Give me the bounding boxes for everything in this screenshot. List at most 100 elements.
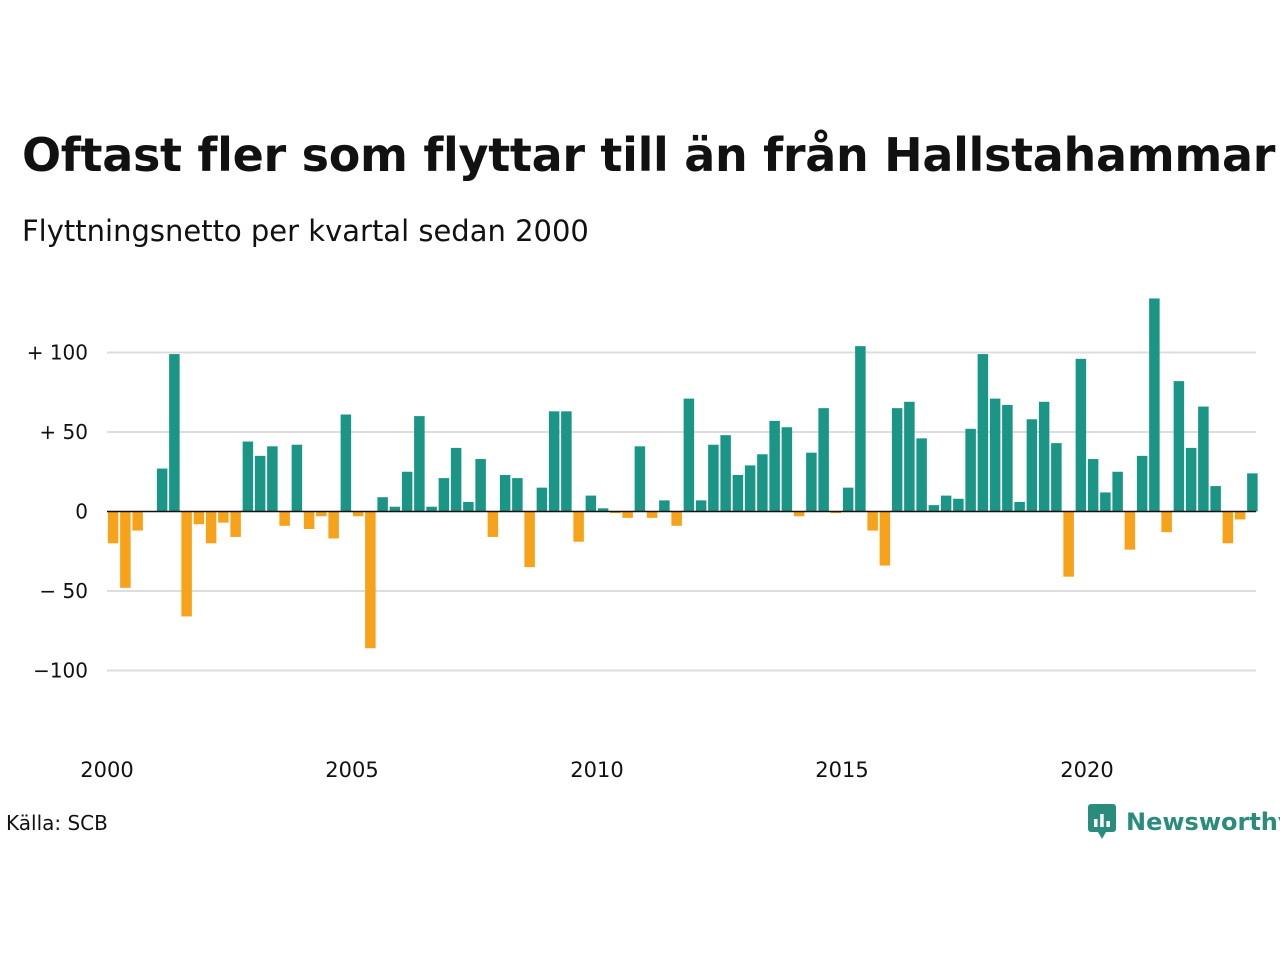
x-tick-label: 2010 xyxy=(570,758,623,782)
bar xyxy=(855,346,866,512)
bar xyxy=(193,511,205,525)
bar xyxy=(1051,443,1062,512)
bar xyxy=(597,508,609,512)
bar xyxy=(1002,404,1013,512)
bar xyxy=(573,511,584,542)
bar xyxy=(512,478,523,512)
bar xyxy=(830,511,842,514)
bar xyxy=(1124,511,1136,550)
bar xyxy=(793,511,805,517)
gridlines xyxy=(107,351,1256,672)
bar xyxy=(585,495,597,512)
bar xyxy=(169,354,180,512)
bar xyxy=(622,511,633,518)
bar xyxy=(1136,455,1148,512)
bar xyxy=(218,511,229,523)
x-tick-label: 2015 xyxy=(815,758,868,782)
bar xyxy=(1161,511,1172,533)
bar xyxy=(634,446,646,512)
y-tick-label: + 50 xyxy=(39,420,88,444)
bar xyxy=(683,398,695,512)
bar xyxy=(781,427,793,512)
bar xyxy=(1075,358,1087,512)
bar xyxy=(744,465,756,512)
chart-subtitle: Flyttningsnetto per kvartal sedan 2000 xyxy=(22,214,589,248)
bar xyxy=(120,511,131,588)
bar xyxy=(156,468,168,512)
bar xyxy=(879,511,891,566)
x-tick-label: 2000 xyxy=(80,758,133,782)
bar xyxy=(205,511,217,544)
bar xyxy=(548,411,560,512)
bar xyxy=(1234,511,1246,520)
source-note: Källa: SCB xyxy=(6,811,108,835)
bar xyxy=(352,511,364,517)
bar xyxy=(230,511,241,537)
y-tick-label: + 100 xyxy=(27,341,88,365)
chart-title: Oftast fler som flyttar till än från Hal… xyxy=(22,128,1276,182)
bar xyxy=(463,501,474,512)
bar xyxy=(401,471,413,512)
bar xyxy=(316,511,327,517)
bar xyxy=(916,438,927,512)
bar xyxy=(1063,511,1074,577)
bar xyxy=(769,420,780,512)
bar xyxy=(340,414,352,512)
newsworthy-logo-text: Newsworthy xyxy=(1126,808,1280,836)
bar xyxy=(891,408,903,512)
bar xyxy=(1112,471,1123,512)
bar xyxy=(867,511,878,531)
newsworthy-logo[interactable]: Newsworthy xyxy=(1088,804,1280,840)
bar xyxy=(940,495,952,512)
bar xyxy=(181,511,192,617)
bar xyxy=(107,511,119,544)
bar xyxy=(1087,459,1099,512)
bar xyxy=(1014,501,1025,512)
bar xyxy=(365,511,376,649)
y-tick-label: 0 xyxy=(75,500,88,524)
bar xyxy=(377,497,388,512)
bar xyxy=(953,498,964,512)
bar xyxy=(426,506,437,512)
bar xyxy=(659,500,670,512)
bar xyxy=(132,511,143,531)
bar xyxy=(291,444,303,512)
bar xyxy=(561,411,572,512)
bar xyxy=(438,478,450,512)
bar xyxy=(524,511,535,568)
bar xyxy=(242,441,254,512)
bar xyxy=(842,487,854,512)
bar-chart: + 100 + 50 0 − 50 −100 2000 2005 2010 2015 2020 xyxy=(27,298,1258,782)
x-tick-label: 2005 xyxy=(325,758,378,782)
bar xyxy=(450,447,462,512)
bar xyxy=(671,511,682,526)
bar xyxy=(254,455,266,512)
bar xyxy=(1149,298,1160,512)
bar xyxy=(1210,486,1221,512)
bar xyxy=(487,511,499,537)
bar xyxy=(904,401,915,512)
bar xyxy=(720,435,731,512)
bar xyxy=(499,474,511,512)
bar xyxy=(818,408,829,512)
bar xyxy=(279,511,290,526)
bar xyxy=(1026,419,1038,512)
bar xyxy=(695,500,707,512)
bar xyxy=(732,474,744,512)
axes: + 100 + 50 0 − 50 −100 2000 2005 2010 2015 2020 xyxy=(27,341,1256,782)
bar xyxy=(303,511,315,529)
bar xyxy=(989,398,1001,512)
bar xyxy=(328,511,339,539)
bars xyxy=(107,298,1258,649)
bar xyxy=(1173,381,1185,512)
bar xyxy=(475,459,486,512)
bar xyxy=(965,428,976,512)
bar xyxy=(1198,406,1209,512)
bar xyxy=(977,354,989,512)
x-tick-label: 2020 xyxy=(1060,758,1113,782)
bar xyxy=(1247,473,1258,512)
bar xyxy=(1222,511,1234,544)
newsworthy-logo-icon xyxy=(1088,804,1116,839)
bar xyxy=(928,505,940,512)
bar xyxy=(536,487,548,512)
